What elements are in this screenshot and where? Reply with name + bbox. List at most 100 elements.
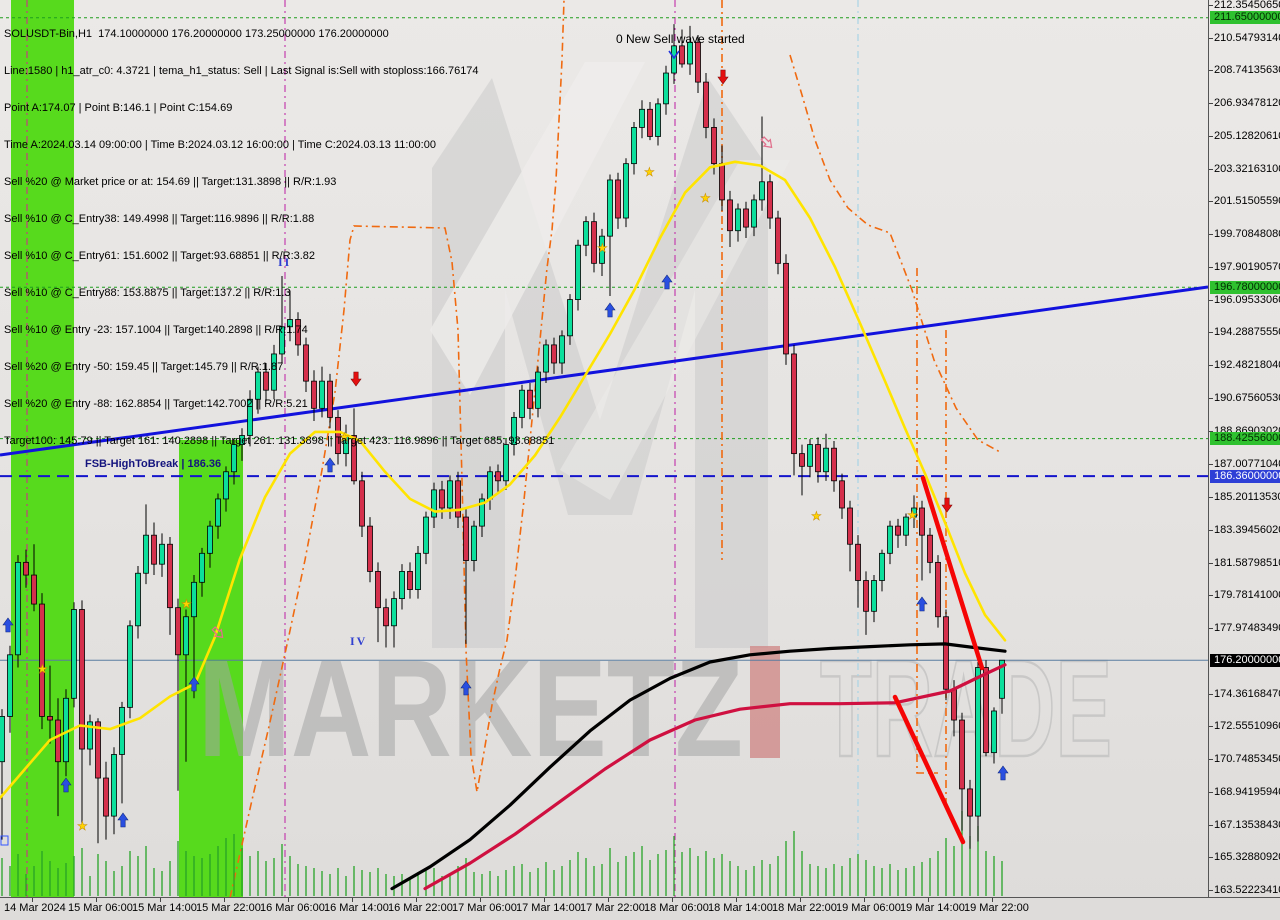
candle-up (127, 625, 133, 708)
time-tick: 15 Mar 06:00 (68, 902, 133, 914)
trendline-red[interactable] (892, 694, 966, 845)
time-tick: 16 Mar 14:00 (324, 902, 389, 914)
candle-down (695, 41, 701, 83)
time-tick-mark (32, 898, 33, 902)
time-tick: 18 Mar 22:00 (772, 902, 837, 914)
star-marker-icon: ★ (700, 191, 711, 205)
price-tick: 174.36168470 (1214, 687, 1280, 700)
candle-up (7, 654, 13, 717)
time-tick-mark (96, 898, 97, 902)
candle-up (111, 754, 117, 817)
candle-up (255, 371, 261, 400)
sell-plan-line: Sell %10 @ C_Entry88: 153.8875 || Target… (4, 286, 291, 299)
time-tick-mark (672, 898, 673, 902)
candle-down (359, 480, 365, 527)
time-tick: 16 Mar 06:00 (260, 902, 325, 914)
sell-arrow-icon (717, 69, 729, 85)
candle-up (535, 371, 541, 409)
candle-down (167, 543, 173, 609)
trendline-blue[interactable] (0, 285, 1208, 457)
price-tick: 163.52223410 (1214, 884, 1280, 896)
buy-arrow-icon (604, 302, 616, 318)
candle-up (191, 581, 197, 618)
candle-down (799, 453, 805, 467)
buy-arrow-icon (324, 457, 336, 473)
price-tick-mark (1209, 726, 1213, 728)
buy-arrow-icon (916, 596, 928, 612)
candle-up (279, 326, 285, 355)
price-tick-mark (1209, 562, 1213, 564)
price-tick: 197.90190570 (1214, 260, 1280, 273)
star-marker-icon: ★ (907, 508, 918, 522)
price-tick: 203.32163100 (1214, 162, 1280, 175)
candle-down (55, 719, 61, 763)
price-tick: 194.28875550 (1214, 326, 1280, 339)
wave-count-label: IV (350, 634, 368, 648)
price-tick: 208.74135630 (1214, 64, 1280, 77)
candle-up (399, 571, 405, 600)
candle-up (511, 416, 517, 445)
candle-down (175, 607, 181, 656)
signal-status-line: Line:1580 | h1_atr_c0: 4.3721 | tema_h1_… (4, 64, 479, 77)
price-tick-mark (1209, 430, 1213, 432)
candle-up (583, 221, 589, 246)
candle-up (159, 543, 165, 565)
price-tick-mark (1209, 201, 1213, 203)
sell-plan-line: Sell %10 @ C_Entry38: 149.4998 || Target… (4, 212, 315, 225)
candle-down (855, 543, 861, 581)
candle-up (823, 447, 829, 473)
price-tick-mark (1209, 234, 1213, 236)
price-tick: 196.09533060 (1214, 293, 1280, 306)
price-tick-mark (1209, 628, 1213, 630)
time-tick-mark (352, 898, 353, 902)
time-tick: 17 Mar 14:00 (516, 902, 581, 914)
candle-down (703, 81, 709, 128)
candle-down (151, 534, 157, 565)
candle-down (95, 721, 101, 779)
atr-envelope-line (789, 54, 1001, 453)
time-tick: 14 Mar 2024 (4, 902, 66, 914)
candle-up (807, 444, 813, 467)
candle-up (911, 507, 917, 518)
candle-down (839, 480, 845, 509)
sell-plan-line: Sell %10 @ Entry -23: 157.1004 || Target… (4, 323, 308, 336)
candlestick-chart: MARKETZ TRADE ★ ★ ★ ★ ★ ★ ★ ★ ★ (0, 0, 1208, 897)
chart-canvas[interactable]: MARKETZ TRADE ★ ★ ★ ★ ★ ★ ★ ★ ★ (0, 0, 1208, 897)
sell-plan-line: Sell %20 @ Entry -50: 159.45 || Target:1… (4, 360, 284, 373)
candle-down (847, 507, 853, 545)
time-tick: 18 Mar 14:00 (708, 902, 773, 914)
candle-down (783, 262, 789, 355)
candle-up (991, 710, 997, 754)
candle-down (295, 319, 301, 346)
wave-zero-mark-icon (668, 50, 680, 60)
time-tick-mark (864, 898, 865, 902)
candle-up (0, 716, 5, 763)
candle-down (743, 208, 749, 228)
price-tick: 179.78141000 (1214, 589, 1280, 602)
sell-plan-line: Sell %20 @ Entry -88: 162.8854 || Target… (4, 398, 308, 410)
candle-down (463, 516, 469, 561)
price-axis[interactable]: 212.35450650 210.54793140 208.74135630 206.… (1208, 0, 1280, 897)
sell-arrow-icon (350, 371, 362, 387)
time-axis[interactable]: 14 Mar 2024 15 Mar 06:00 15 Mar 14:00 15 Ma… (0, 897, 1280, 920)
time-tick: 16 Mar 22:00 (388, 902, 453, 914)
candle-up (71, 609, 77, 699)
ohlc-title-line: SOLUSDT-Bin,H1 174.10000000 176.20000000… (4, 27, 389, 40)
candle-down (983, 667, 989, 754)
time-tick: 18 Mar 06:00 (644, 902, 709, 914)
buy-arrow-icon (2, 617, 14, 633)
time-tick-mark (416, 898, 417, 902)
targets-line: Target100: 145.79 || Target 161: 140.289… (4, 435, 555, 448)
watermark-brand-left: MARKETZ (198, 632, 743, 786)
price-tick: 206.93478120 (1214, 97, 1280, 110)
time-tick-mark (288, 898, 289, 902)
price-tick-mark (1209, 397, 1213, 399)
highlight-band (179, 440, 243, 897)
candle-down (647, 108, 653, 137)
candle-down (383, 607, 389, 627)
hollow-arrow-icon (211, 626, 224, 639)
candle-down (711, 127, 717, 165)
sell-plan-line: Sell %20 @ Market price or at: 154.69 ||… (4, 175, 337, 188)
trendline-red[interactable] (920, 475, 985, 671)
